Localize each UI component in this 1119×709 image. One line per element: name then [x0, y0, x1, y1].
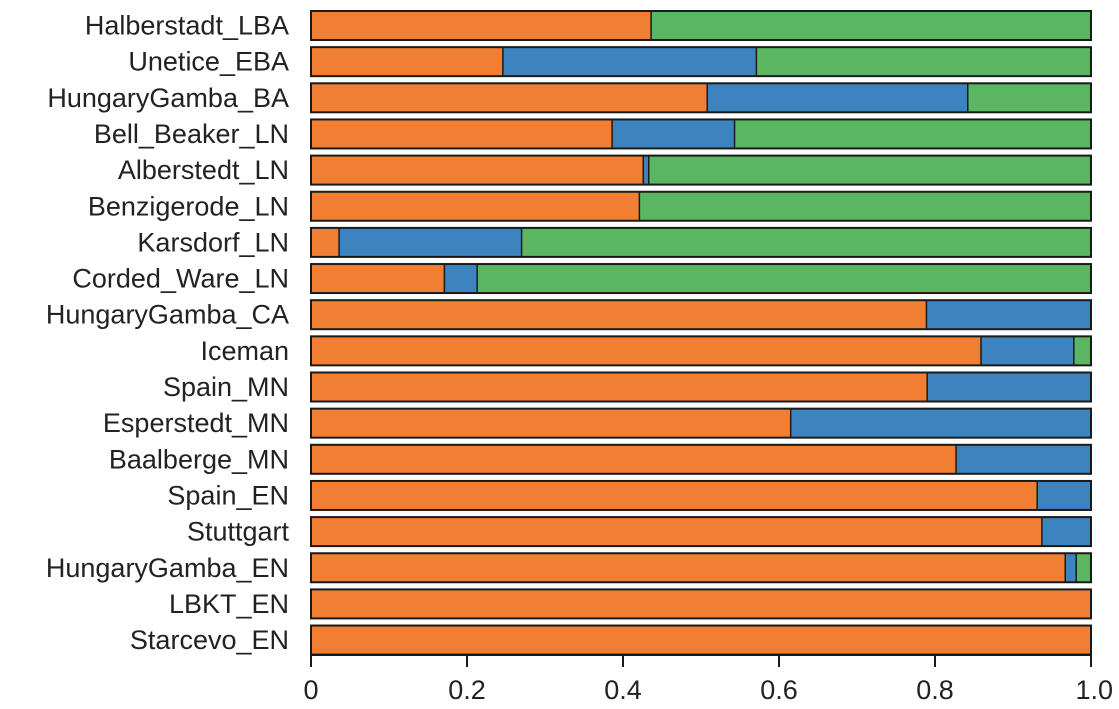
bar-frame [310, 299, 1092, 331]
bar-segment-2-corded-ware-ln [444, 264, 478, 294]
x-tick-label: 0.2 [448, 675, 486, 705]
bar-segment-1-unetice-eba [311, 47, 503, 77]
category-labels: Halberstadt_LBA Unetice_EBA HungaryGamba_B… [46, 11, 290, 656]
bar-segment-2-hungarygamba-ca [926, 300, 1091, 330]
category-label: LBKT_EN [169, 589, 289, 619]
category-label: Corded_Ware_LN [72, 264, 289, 294]
bar-segment-1-esperstedt-mn [311, 408, 791, 438]
bar-segment-3-bell-beaker-ln [734, 119, 1091, 149]
bar-segment-1-halberstadt-lba [311, 11, 652, 40]
bar-segment-2-alberstedt-ln [643, 155, 649, 185]
bar-segment-1-benzigerode-ln [311, 191, 640, 221]
bar-segment-2-esperstedt-mn [790, 408, 1091, 438]
bar-segment-1-iceman [311, 336, 982, 366]
bar-frame [310, 516, 1092, 548]
x-tick-label: 0 [303, 675, 318, 705]
bar-frame [310, 407, 1092, 439]
bar-frame [310, 226, 1092, 258]
bar-segment-1-bell-beaker-ln [311, 119, 613, 149]
bar-frame [310, 190, 1092, 222]
bar-segment-3-hungarygamba-ba [967, 83, 1091, 113]
bar-segment-2-hungarygamba-ba [707, 83, 968, 113]
category-label: Benzigerode_LN [88, 191, 289, 221]
bar-segment-3-karsdorf-ln [521, 227, 1091, 257]
bar-segment-1-starcevo-en [311, 625, 1091, 655]
category-label: Unetice_EBA [128, 47, 289, 77]
category-label: Starcevo_EN [130, 625, 289, 655]
bar-segment-3-benzigerode-ln [639, 191, 1091, 221]
bar-segment-2-stuttgart [1041, 517, 1091, 547]
category-label: Spain_MN [163, 372, 289, 402]
bar-segment-1-hungarygamba-ca [311, 300, 927, 330]
bar-segment-2-baalberge-mn [956, 444, 1091, 474]
category-label: Karsdorf_LN [137, 227, 289, 257]
bar-frame [310, 335, 1092, 367]
bar-segment-2-karsdorf-ln [339, 227, 522, 257]
x-tick-label: 0.4 [604, 675, 642, 705]
bar-segment-1-lbkt-en [311, 589, 1091, 619]
bar-frame [310, 263, 1092, 295]
bar-frame [310, 552, 1092, 584]
bar-frame [310, 82, 1092, 114]
category-label: Esperstedt_MN [103, 408, 289, 438]
x-axis: 0 0.2 0.4 0.6 0.8 1.0 [303, 654, 1113, 705]
category-label: Baalberge_MN [109, 444, 289, 474]
bar-segment-3-hungarygamba-en [1076, 553, 1091, 583]
bar-segment-2-bell-beaker-ln [612, 119, 735, 149]
bar-segment-1-corded-ware-ln [311, 264, 445, 294]
bar-frame [310, 10, 1092, 41]
category-label: Bell_Beaker_LN [94, 119, 289, 149]
category-label: Spain_EN [167, 480, 289, 510]
bar-segment-2-unetice-eba [502, 47, 757, 77]
bar-segment-2-spain-mn [927, 372, 1091, 402]
bar-segment-1-baalberge-mn [311, 444, 957, 474]
bar-segment-1-karsdorf-ln [311, 227, 340, 257]
bar-segment-2-iceman [981, 336, 1074, 366]
bar-segment-2-spain-en [1037, 480, 1091, 510]
bar-segment-1-hungarygamba-ba [311, 83, 708, 113]
bar-frame [310, 479, 1092, 511]
bar-frame [310, 154, 1092, 186]
category-label: HungaryGamba_EN [46, 553, 289, 583]
category-label: Stuttgart [187, 517, 290, 547]
bar-segment-3-alberstedt-ln [648, 155, 1091, 185]
x-tick-label: 1.0 [1075, 675, 1113, 705]
bar-frame [310, 118, 1092, 150]
x-tick-label: 0.8 [916, 675, 954, 705]
bar-frame [310, 588, 1092, 620]
category-label: Alberstedt_LN [118, 155, 289, 185]
bars-layer [310, 10, 1092, 656]
category-label: Iceman [200, 336, 289, 366]
category-label: HungaryGamba_BA [47, 83, 289, 113]
bar-frame [310, 46, 1092, 78]
bar-segment-1-alberstedt-ln [311, 155, 644, 185]
bar-segment-3-halberstadt-lba [651, 11, 1091, 40]
bar-segment-2-hungarygamba-en [1065, 553, 1077, 583]
bar-segment-1-stuttgart [311, 517, 1042, 547]
category-label: HungaryGamba_CA [46, 300, 289, 330]
bar-frame [310, 443, 1092, 475]
bar-segment-3-iceman [1073, 336, 1091, 366]
bar-segment-3-unetice-eba [756, 47, 1091, 77]
bar-segment-1-spain-mn [311, 372, 928, 402]
bar-segment-1-hungarygamba-en [311, 553, 1066, 583]
category-label: Halberstadt_LBA [85, 11, 289, 41]
bar-segment-3-corded-ware-ln [477, 264, 1091, 294]
bar-frame [310, 371, 1092, 403]
bar-segment-1-spain-en [311, 480, 1038, 510]
x-tick-label: 0.6 [760, 675, 798, 705]
